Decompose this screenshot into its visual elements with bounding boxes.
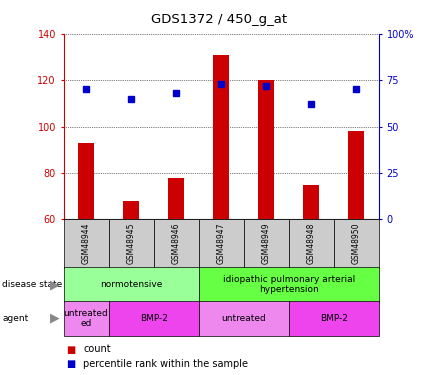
Text: agent: agent: [2, 314, 28, 323]
Text: GSM48946: GSM48946: [172, 223, 180, 264]
Bar: [168, 178, 184, 219]
Text: GSM48948: GSM48948: [307, 223, 316, 264]
FancyBboxPatch shape: [289, 219, 334, 268]
Text: BMP-2: BMP-2: [140, 314, 168, 323]
Bar: [349, 131, 364, 219]
FancyBboxPatch shape: [64, 267, 199, 302]
FancyBboxPatch shape: [154, 219, 199, 268]
FancyBboxPatch shape: [199, 267, 379, 302]
Text: GSM48949: GSM48949: [262, 223, 271, 264]
FancyBboxPatch shape: [199, 301, 289, 336]
Text: GSM48947: GSM48947: [217, 223, 226, 264]
Text: untreated: untreated: [221, 314, 266, 323]
Text: ■: ■: [66, 359, 75, 369]
FancyBboxPatch shape: [244, 219, 289, 268]
Text: idiopathic pulmonary arterial
hypertension: idiopathic pulmonary arterial hypertensi…: [223, 275, 355, 294]
Text: BMP-2: BMP-2: [320, 314, 348, 323]
Text: ▶: ▶: [50, 312, 60, 325]
Text: normotensive: normotensive: [100, 280, 162, 289]
Text: GDS1372 / 450_g_at: GDS1372 / 450_g_at: [151, 13, 287, 26]
FancyBboxPatch shape: [334, 219, 379, 268]
Text: disease state: disease state: [2, 280, 63, 289]
Text: percentile rank within the sample: percentile rank within the sample: [83, 359, 248, 369]
Text: GSM48945: GSM48945: [127, 223, 136, 264]
FancyBboxPatch shape: [199, 219, 244, 268]
Text: GSM48944: GSM48944: [81, 223, 91, 264]
Bar: [258, 80, 274, 219]
FancyBboxPatch shape: [64, 301, 109, 336]
FancyBboxPatch shape: [109, 219, 154, 268]
FancyBboxPatch shape: [289, 301, 379, 336]
FancyBboxPatch shape: [109, 301, 199, 336]
Bar: [213, 55, 229, 219]
Bar: [78, 143, 94, 219]
Text: count: count: [83, 345, 111, 354]
Text: ■: ■: [66, 345, 75, 354]
Text: ▶: ▶: [50, 278, 60, 291]
Text: GSM48950: GSM48950: [352, 223, 361, 264]
FancyBboxPatch shape: [64, 219, 109, 268]
Text: untreated
ed: untreated ed: [64, 309, 109, 328]
Bar: [123, 201, 139, 219]
Bar: [304, 184, 319, 219]
